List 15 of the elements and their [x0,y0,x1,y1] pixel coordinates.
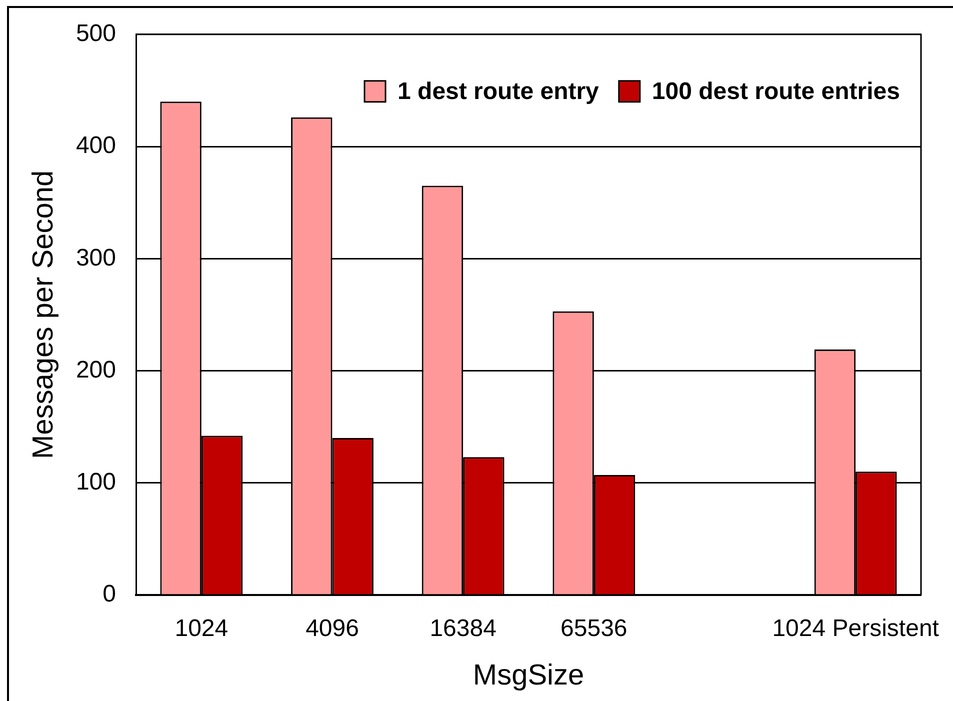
x-tick-label: 65536 [560,615,628,642]
y-tick-label: 500 [76,20,116,48]
x-tick-label: 1024 Persistent [772,615,940,642]
legend-label: 100 dest route entries [652,78,900,106]
y-tick-label: 300 [76,244,116,272]
x-tick-label: 16384 [430,615,496,642]
x-axis-title: MsgSize [472,660,584,692]
x-tick-label: 1024 [174,615,228,642]
y-axis-title: Messages per Second [27,170,60,459]
y-tick-label: 100 [76,468,116,496]
x-tick-label: 4096 [306,615,359,642]
y-tick-label: 0 [102,580,116,608]
y-tick-label: 400 [76,132,116,160]
legend-label: 1 dest route entry [398,78,600,106]
y-tick-label: 200 [76,356,116,384]
